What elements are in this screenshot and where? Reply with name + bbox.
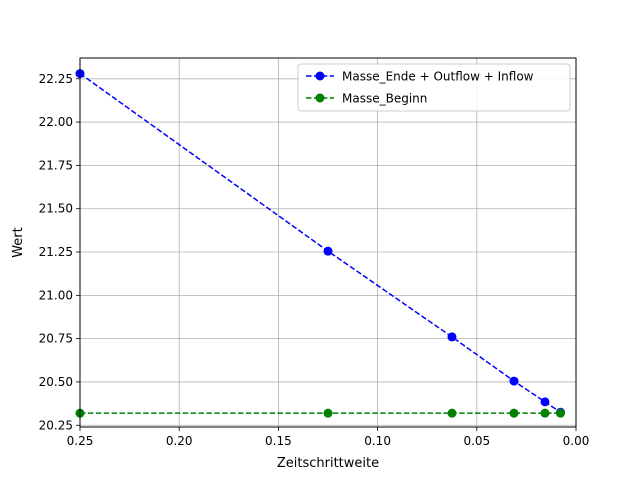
data-point: [447, 332, 457, 342]
data-point: [556, 408, 565, 418]
x-axis: 0.25 0.20 0.15 0.10 0.05 0.00: [67, 427, 590, 448]
plot-frame: [79, 57, 577, 428]
y-tick-label: 21.50: [39, 202, 73, 216]
legend-swatch-marker: [315, 71, 325, 81]
legend-swatch-marker: [315, 93, 325, 103]
legend-label: Masse_Ende + Outflow + Inflow: [342, 70, 534, 84]
x-tick-label: 0.15: [265, 434, 292, 448]
y-tick-label: 21.25: [39, 245, 73, 259]
data-point: [447, 408, 457, 418]
x-tick-label: 0.05: [463, 434, 490, 448]
y-tick-label: 20.25: [39, 418, 73, 432]
data-point: [509, 408, 519, 418]
y-axis-label: Wert: [11, 227, 26, 258]
data-point: [323, 408, 333, 418]
series-1: [75, 69, 565, 417]
series-2: [75, 408, 565, 418]
y-tick-label: 22.25: [39, 72, 73, 86]
data-point: [540, 408, 550, 418]
data-point: [509, 376, 519, 386]
y-tick-label: 20.50: [39, 375, 73, 389]
y-tick-label: 20.75: [39, 332, 73, 346]
x-axis-label: Zeitschrittweite: [277, 456, 379, 471]
y-tick-label: 21.75: [39, 158, 73, 172]
legend-box: [297, 63, 571, 112]
x-tick-label: 0.00: [563, 434, 590, 448]
legend-item: Masse_Ende + Outflow + Inflow: [306, 70, 534, 84]
y-tick-label: 22.00: [39, 115, 73, 129]
y-tick-label: 21.00: [39, 288, 73, 302]
x-tick-label: 0.10: [364, 434, 391, 448]
x-tick-label: 0.25: [67, 434, 94, 448]
series-layer: [75, 69, 565, 418]
y-axis: 20.25 20.50 20.75 21.00 21.25 21.50 21.75 22.00…: [39, 72, 80, 432]
x-tick-label: 0.20: [166, 434, 193, 448]
legend-label: Masse_Beginn: [342, 92, 427, 106]
legend-item: Masse_Beginn: [306, 92, 427, 106]
legend: Masse_Ende + Outflow + Inflow Masse_Begin…: [297, 63, 571, 112]
series-line: [79, 72, 561, 413]
data-point: [540, 397, 550, 407]
data-point: [323, 246, 333, 256]
